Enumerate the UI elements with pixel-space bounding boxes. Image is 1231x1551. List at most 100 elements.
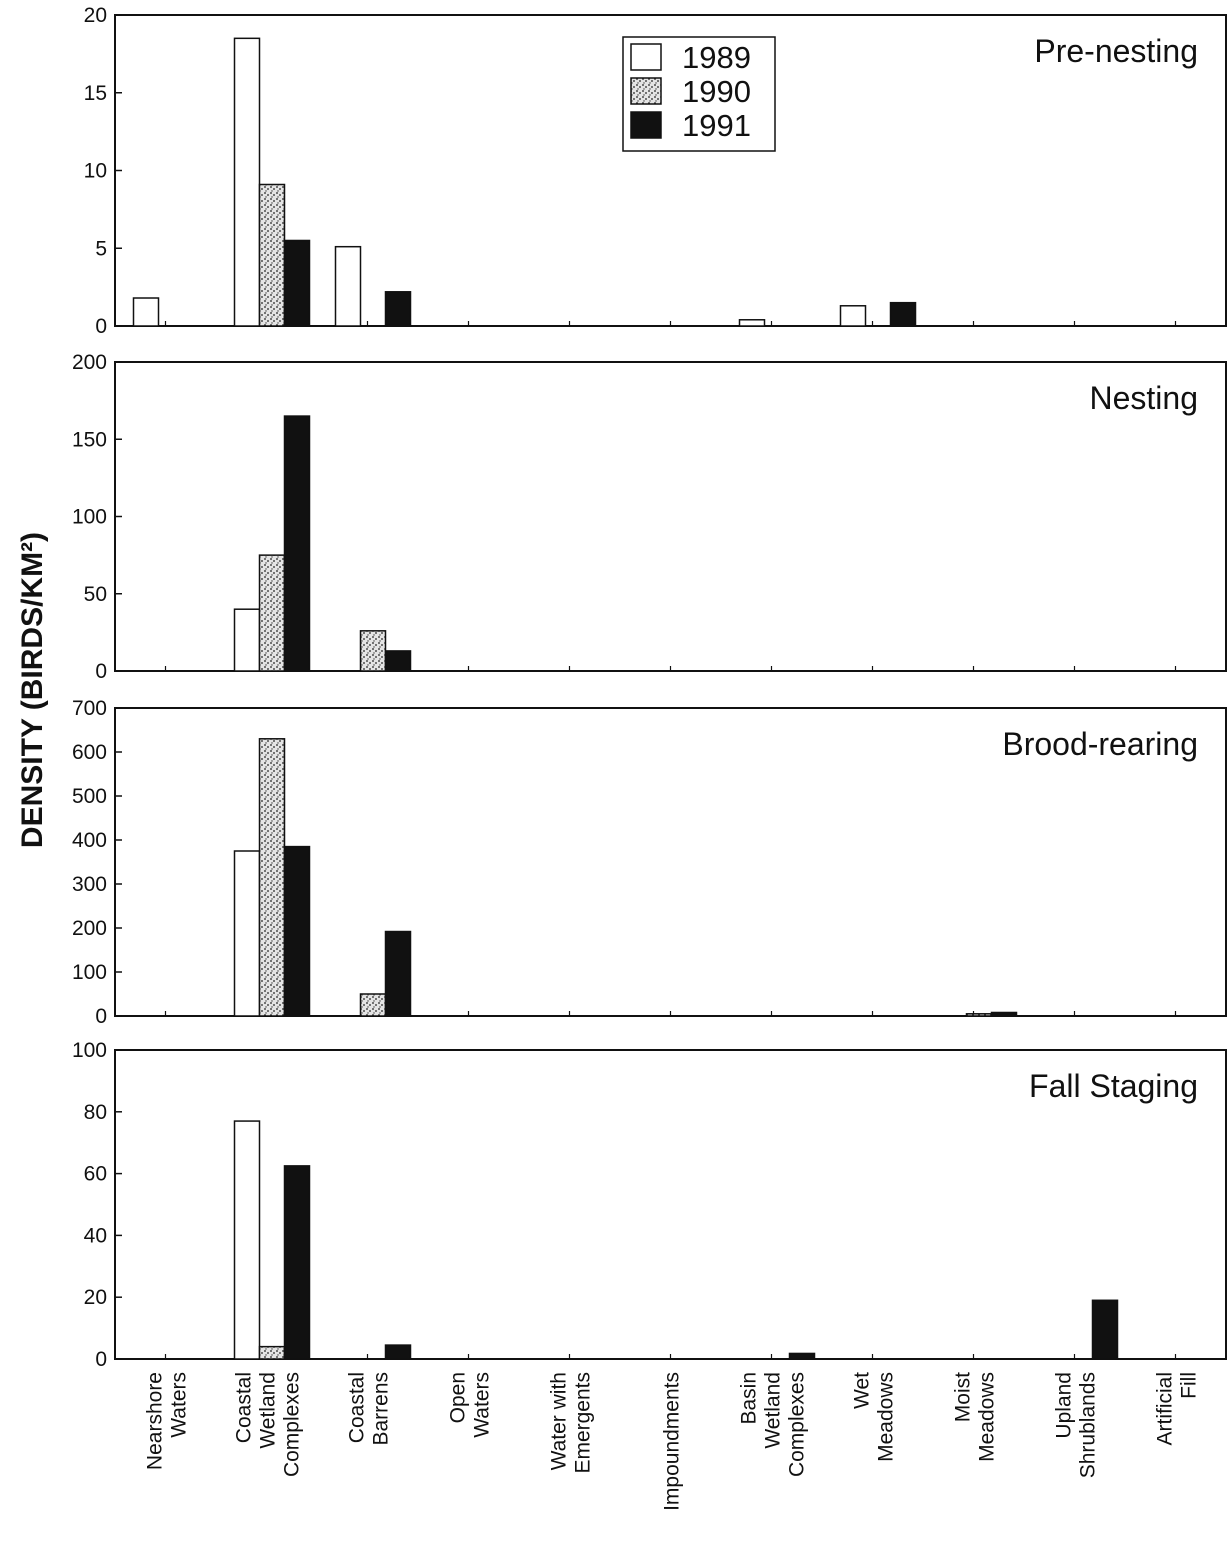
category-label-line: Barrens (370, 1372, 393, 1446)
y-tick-label: 100 (72, 961, 107, 984)
bar-1991-6 (788, 1352, 816, 1360)
y-tick-label: 40 (84, 1224, 107, 1247)
y-tick-label: 60 (84, 1163, 107, 1186)
legend-swatch-1989 (630, 43, 662, 71)
bar-1991-8 (990, 1011, 1018, 1017)
category-label-line: Wetland (257, 1372, 280, 1449)
category-label-line: Wet (851, 1372, 874, 1409)
bar-1989-1 (233, 608, 261, 672)
panel-fall-staging: 0 20 40 60 80 100 Fall Staging (72, 1039, 1227, 1371)
y-tick-label: 150 (72, 428, 107, 451)
bar-1989-0 (132, 297, 160, 327)
y-tick-label: 500 (72, 785, 107, 808)
bar-1991-2 (384, 930, 412, 1017)
bar-1990-1 (258, 554, 286, 672)
legend-swatch-1990 (630, 77, 662, 105)
bar-1991-1 (283, 239, 311, 327)
panel-nesting: 0 50 100 150 200 Nesting (72, 351, 1227, 683)
legend-label-1990: 1990 (682, 74, 751, 109)
panel-brood-rearing: 0 100 200 300 400 500 600 700 Brood-rearing (72, 697, 1227, 1028)
y-tick-label: 0 (95, 1005, 107, 1028)
y-tick-label: 0 (95, 315, 107, 338)
category-label-line: Coastal (233, 1372, 256, 1443)
category-label-7: Wet Meadows (851, 1372, 898, 1462)
bar-1989-1 (233, 1120, 261, 1360)
legend-label-1989: 1989 (682, 40, 751, 75)
category-label-10: Artificial Fill (1154, 1372, 1201, 1446)
category-label-line: Basin (738, 1372, 761, 1425)
y-tick-label: 20 (84, 1286, 107, 1309)
bar-1990-2 (359, 630, 387, 672)
y-tick-label: 80 (84, 1101, 107, 1124)
category-label-line: Coastal (346, 1372, 369, 1443)
category-label-8: Moist Meadows (952, 1372, 999, 1462)
category-label-line: Waters (168, 1372, 191, 1438)
bar-1991-2 (384, 650, 412, 672)
y-tick-label: 50 (84, 583, 107, 606)
bar-1990-8 (965, 1013, 993, 1017)
y-tick-label: 0 (95, 1348, 107, 1371)
y-tick-label: 200 (72, 351, 107, 374)
category-label-5: Impoundments (661, 1372, 684, 1511)
bar-1991-9 (1091, 1299, 1119, 1360)
panel-pre-nesting: 0 5 10 15 20 Pre-nesting (84, 4, 1227, 338)
category-label-line: Upland (1053, 1372, 1076, 1439)
y-tick-label: 20 (84, 4, 107, 27)
category-label-line: Waters (471, 1372, 494, 1438)
category-label-6: Basin Wetland Complexes (738, 1372, 809, 1477)
category-label-line: Artificial (1154, 1372, 1177, 1446)
category-label-line: Water with (548, 1372, 571, 1470)
y-tick-label: 300 (72, 873, 107, 896)
category-label-line: Nearshore (144, 1372, 167, 1470)
bar-1991-1 (283, 845, 311, 1017)
panel-title: Brood-rearing (1002, 726, 1198, 762)
y-tick-label: 5 (95, 237, 107, 260)
legend-swatch-1991 (630, 111, 662, 139)
category-label-line: Complexes (281, 1372, 304, 1477)
bar-1989-1 (233, 37, 261, 327)
category-label-line: Moist (952, 1372, 975, 1422)
category-label-9: Upland Shrublands (1053, 1372, 1100, 1478)
category-label-0: Nearshore Waters (144, 1372, 191, 1470)
bar-1989-6 (738, 319, 766, 327)
category-label-line: Meadows (875, 1372, 898, 1462)
bar-1991-1 (283, 415, 311, 672)
panel-title: Nesting (1090, 380, 1199, 416)
y-tick-label: 700 (72, 697, 107, 720)
legend-label-1991: 1991 (682, 108, 751, 143)
bar-1989-1 (233, 850, 261, 1017)
bar-1991-7 (889, 301, 917, 327)
category-label-line: Emergents (572, 1372, 595, 1474)
y-tick-label: 10 (84, 160, 107, 183)
category-label-line: Open (447, 1372, 470, 1423)
bar-1990-1 (258, 1345, 286, 1360)
panel-title: Pre-nesting (1034, 33, 1198, 69)
category-label-line: Meadows (976, 1372, 999, 1462)
y-tick-label: 400 (72, 829, 107, 852)
bar-1990-1 (258, 738, 286, 1017)
bar-1989-7 (839, 305, 867, 327)
category-label-line: Wetland (762, 1372, 785, 1449)
y-axis-label: DENSITY (BIRDS/KM²) (16, 532, 49, 848)
y-tick-label: 0 (95, 660, 107, 683)
category-label-line: Complexes (786, 1372, 809, 1477)
category-label-line: Shrublands (1077, 1372, 1100, 1478)
y-tick-label: 100 (72, 506, 107, 529)
category-label-line: Impoundments (661, 1372, 684, 1511)
y-tick-label: 200 (72, 917, 107, 940)
bar-1990-1 (258, 183, 286, 327)
y-tick-label: 600 (72, 741, 107, 764)
category-label-3: Open Waters (447, 1372, 494, 1438)
category-label-4: Water with Emergents (548, 1372, 595, 1474)
bar-1990-2 (359, 993, 387, 1017)
panel-title: Fall Staging (1029, 1068, 1198, 1104)
category-label-line: Fill (1178, 1372, 1201, 1399)
category-label-2: Coastal Barrens (346, 1372, 393, 1446)
y-tick-label: 15 (84, 82, 107, 105)
y-tick-label: 100 (72, 1039, 107, 1062)
bar-1991-2 (384, 1344, 412, 1360)
category-label-1: Coastal Wetland Complexes (233, 1372, 304, 1477)
bar-1991-1 (283, 1165, 311, 1360)
